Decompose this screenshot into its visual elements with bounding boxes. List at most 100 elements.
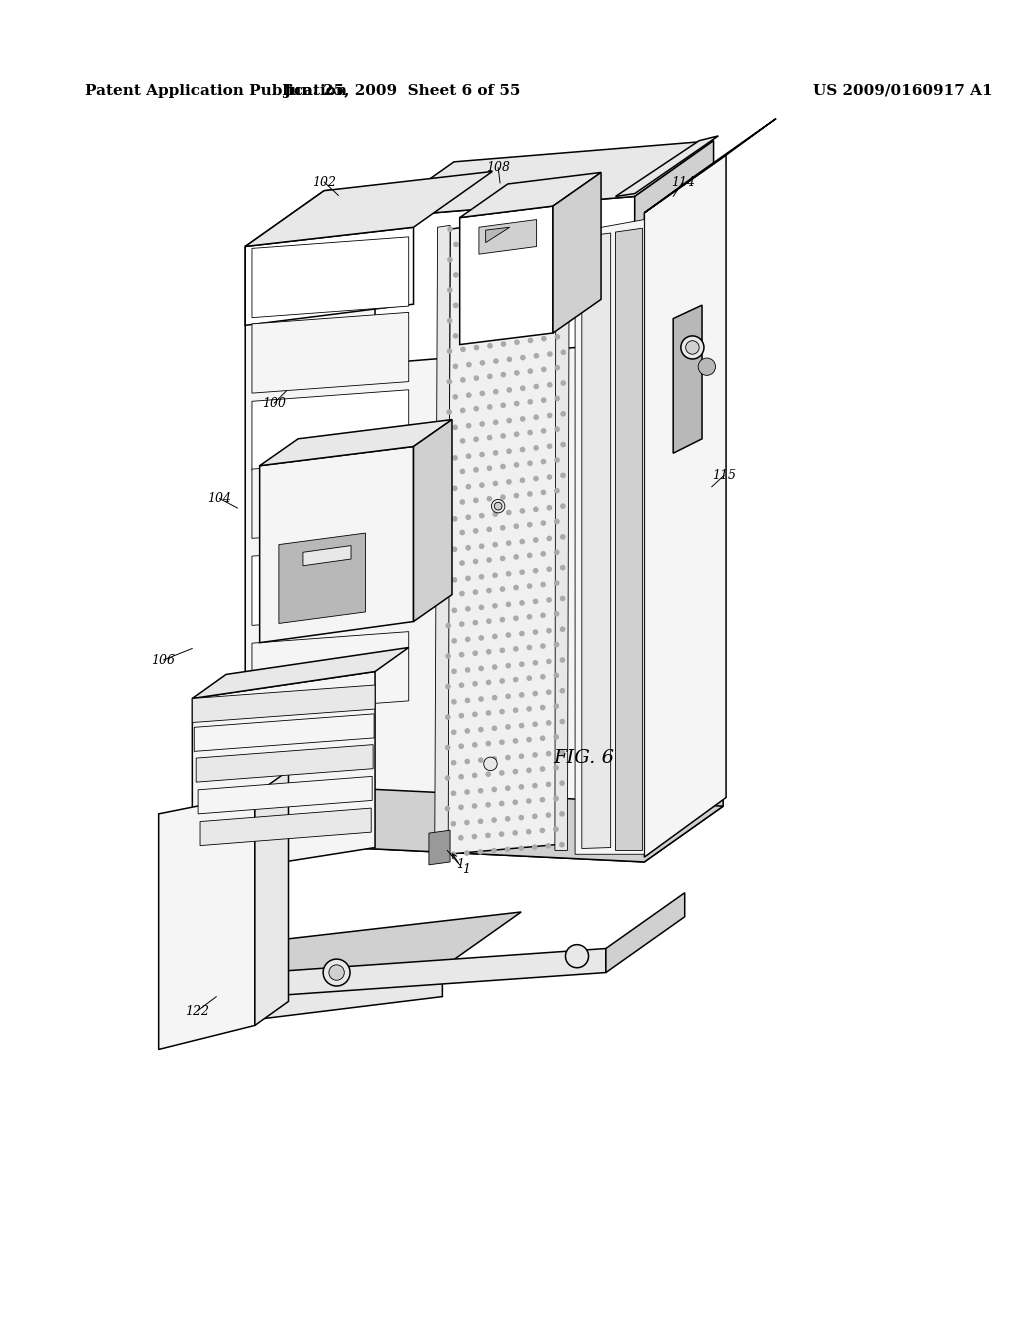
Circle shape (462, 226, 466, 230)
Circle shape (453, 486, 457, 491)
Circle shape (480, 360, 484, 364)
Circle shape (532, 784, 537, 788)
Circle shape (520, 540, 524, 544)
Circle shape (555, 366, 559, 370)
Circle shape (514, 432, 519, 437)
Circle shape (480, 422, 484, 426)
Circle shape (515, 371, 519, 375)
Circle shape (501, 525, 505, 529)
Circle shape (560, 750, 564, 755)
Text: 122: 122 (185, 1005, 209, 1018)
Circle shape (514, 463, 518, 467)
Circle shape (527, 738, 531, 742)
Circle shape (535, 231, 539, 235)
Circle shape (547, 568, 551, 572)
Circle shape (534, 507, 538, 511)
Circle shape (446, 593, 451, 597)
Polygon shape (606, 892, 685, 973)
Circle shape (535, 414, 539, 420)
Circle shape (546, 843, 551, 847)
Circle shape (508, 265, 512, 269)
Polygon shape (245, 172, 493, 247)
Circle shape (534, 630, 538, 634)
Circle shape (547, 659, 551, 664)
Circle shape (500, 709, 504, 714)
Circle shape (501, 372, 506, 376)
Circle shape (473, 560, 477, 564)
Circle shape (460, 652, 464, 657)
Circle shape (479, 727, 483, 731)
Circle shape (465, 851, 469, 855)
Circle shape (514, 677, 518, 681)
Polygon shape (200, 808, 372, 846)
Circle shape (459, 836, 463, 840)
Circle shape (527, 553, 531, 557)
Circle shape (478, 820, 482, 824)
Circle shape (494, 512, 498, 516)
Circle shape (508, 296, 512, 300)
Text: 115: 115 (712, 469, 736, 482)
Circle shape (473, 681, 477, 686)
Circle shape (534, 692, 538, 696)
Circle shape (501, 587, 505, 591)
Circle shape (460, 682, 464, 688)
Polygon shape (460, 173, 601, 218)
Circle shape (487, 558, 492, 562)
Circle shape (506, 664, 510, 668)
Circle shape (560, 689, 564, 693)
Circle shape (507, 326, 512, 331)
Circle shape (681, 335, 703, 359)
Circle shape (506, 755, 510, 760)
Circle shape (542, 490, 546, 495)
Circle shape (501, 403, 505, 408)
Circle shape (542, 306, 546, 310)
Polygon shape (245, 218, 644, 862)
Circle shape (560, 781, 564, 785)
Circle shape (487, 375, 492, 379)
Polygon shape (193, 672, 375, 876)
Text: FIG. 6: FIG. 6 (553, 748, 614, 767)
Circle shape (534, 661, 538, 665)
Circle shape (495, 236, 499, 240)
Circle shape (554, 643, 558, 647)
Circle shape (514, 554, 518, 558)
Circle shape (473, 529, 478, 533)
Circle shape (534, 537, 538, 543)
Circle shape (446, 562, 451, 566)
Polygon shape (635, 141, 714, 343)
Polygon shape (429, 830, 451, 865)
Circle shape (474, 498, 478, 503)
Circle shape (495, 503, 502, 510)
Polygon shape (582, 234, 610, 849)
Circle shape (486, 711, 490, 715)
Circle shape (506, 632, 511, 638)
Circle shape (446, 532, 451, 536)
Circle shape (513, 739, 517, 743)
Circle shape (445, 746, 450, 750)
Circle shape (535, 323, 539, 327)
Circle shape (542, 459, 546, 463)
Text: 102: 102 (312, 176, 336, 189)
Circle shape (542, 244, 547, 248)
Circle shape (502, 249, 506, 255)
Circle shape (554, 611, 559, 616)
Polygon shape (260, 420, 452, 466)
Circle shape (493, 665, 497, 669)
Circle shape (507, 358, 512, 362)
Circle shape (527, 583, 531, 589)
Circle shape (453, 548, 457, 552)
Polygon shape (193, 648, 409, 698)
Polygon shape (615, 228, 642, 850)
Circle shape (501, 495, 505, 499)
Circle shape (527, 615, 531, 619)
Circle shape (493, 696, 497, 700)
Polygon shape (193, 685, 375, 722)
Circle shape (488, 222, 493, 226)
Circle shape (686, 341, 699, 354)
Polygon shape (447, 214, 558, 854)
Polygon shape (198, 776, 372, 814)
Circle shape (521, 264, 525, 268)
Circle shape (541, 767, 545, 771)
Circle shape (555, 550, 559, 554)
Circle shape (461, 286, 465, 290)
